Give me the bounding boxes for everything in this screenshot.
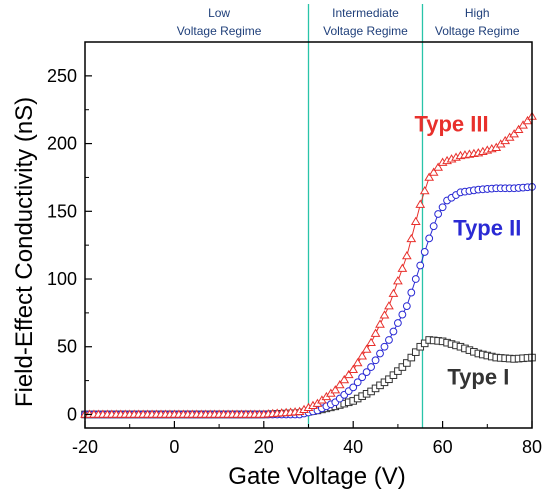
regime-label-line2: Voltage Regime: [435, 24, 520, 38]
series-label-type-ii: Type II: [453, 216, 521, 241]
data-point: [375, 319, 385, 328]
data-point: [398, 363, 407, 371]
x-tick-label: 60: [433, 437, 453, 457]
data-point: [330, 385, 341, 394]
x-tick-label: -20: [72, 437, 98, 457]
y-tick-label: 0: [67, 404, 77, 424]
data-point: [401, 251, 412, 260]
regime-label-line2: Voltage Regime: [177, 24, 262, 38]
data-point: [367, 363, 375, 371]
data-point: [343, 369, 354, 379]
data-point: [389, 327, 398, 336]
data-point: [425, 234, 434, 243]
data-point: [349, 383, 358, 392]
data-point: [420, 248, 429, 256]
x-tick-label: 80: [522, 437, 542, 457]
data-point: [419, 185, 430, 195]
series-labels: Type I Type II Type III: [414, 111, 521, 389]
data-point: [384, 301, 394, 310]
x-tick-label: 0: [169, 437, 179, 457]
data-point: [394, 367, 402, 375]
data-point: [411, 275, 420, 283]
data-point: [407, 288, 416, 297]
regime-lines: [307, 4, 424, 428]
data-point: [370, 328, 381, 337]
data-point: [415, 199, 426, 208]
data-point: [334, 380, 345, 389]
data-point: [353, 378, 362, 387]
series-label-type-i: Type I: [447, 365, 509, 390]
regime-label-line2: Voltage Regime: [323, 24, 408, 38]
data-point: [366, 337, 376, 346]
data-point: [385, 336, 393, 344]
data-point: [522, 115, 533, 125]
data-point: [434, 210, 443, 218]
y-tick-label: 50: [57, 337, 77, 357]
y-axis-label: Field-Effect Conductivity (nS): [11, 97, 38, 407]
axis-ticks: -20 0 20 40 60 80 0 50 100 150 200 250: [47, 66, 542, 457]
data-point: [380, 342, 389, 351]
data-point: [394, 319, 402, 327]
data-point: [411, 348, 420, 356]
data-point: [361, 344, 372, 353]
data-point: [509, 129, 519, 138]
data-point: [398, 310, 407, 319]
series-label-type-iii: Type III: [414, 111, 488, 136]
data-point: [362, 368, 371, 377]
data-point: [416, 261, 425, 270]
y-tick-label: 250: [47, 66, 77, 86]
data-point: [358, 373, 367, 382]
data-point: [438, 203, 447, 212]
data-point: [339, 374, 350, 384]
data-point: [385, 375, 393, 384]
data-point: [388, 288, 399, 297]
data-point: [397, 263, 408, 272]
data-point: [379, 310, 390, 319]
x-axis-label: Gate Voltage (V): [228, 463, 405, 490]
data-point: [352, 358, 363, 367]
data-point: [403, 359, 411, 367]
data-point: [402, 302, 411, 311]
data-point: [389, 371, 398, 379]
regime-label-line1: Intermediate: [332, 6, 399, 20]
y-tick-label: 150: [47, 201, 77, 221]
x-tick-label: 20: [254, 437, 274, 457]
data-point: [410, 216, 421, 225]
x-tick-label: 40: [343, 437, 363, 457]
data-point: [376, 349, 384, 358]
data-point: [348, 364, 359, 374]
data-point: [424, 172, 435, 181]
y-tick-label: 200: [47, 134, 77, 154]
data-point: [406, 233, 417, 243]
y-tick-label: 100: [47, 269, 77, 289]
data-point: [428, 167, 439, 176]
data-point: [407, 353, 416, 362]
data-point: [429, 222, 438, 231]
regime-labels: Low Voltage Regime Intermediate Voltage Reg…: [177, 6, 520, 38]
data-point: [518, 120, 528, 129]
regime-label-line1: Low: [208, 6, 230, 20]
regime-label-line1: High: [465, 6, 490, 20]
series-type-iii: [80, 111, 537, 418]
data-point: [513, 124, 524, 133]
data-point: [371, 356, 380, 365]
data-point: [393, 276, 403, 285]
series-layer: [80, 111, 537, 419]
data-point: [433, 162, 444, 171]
data-point: [357, 351, 368, 360]
